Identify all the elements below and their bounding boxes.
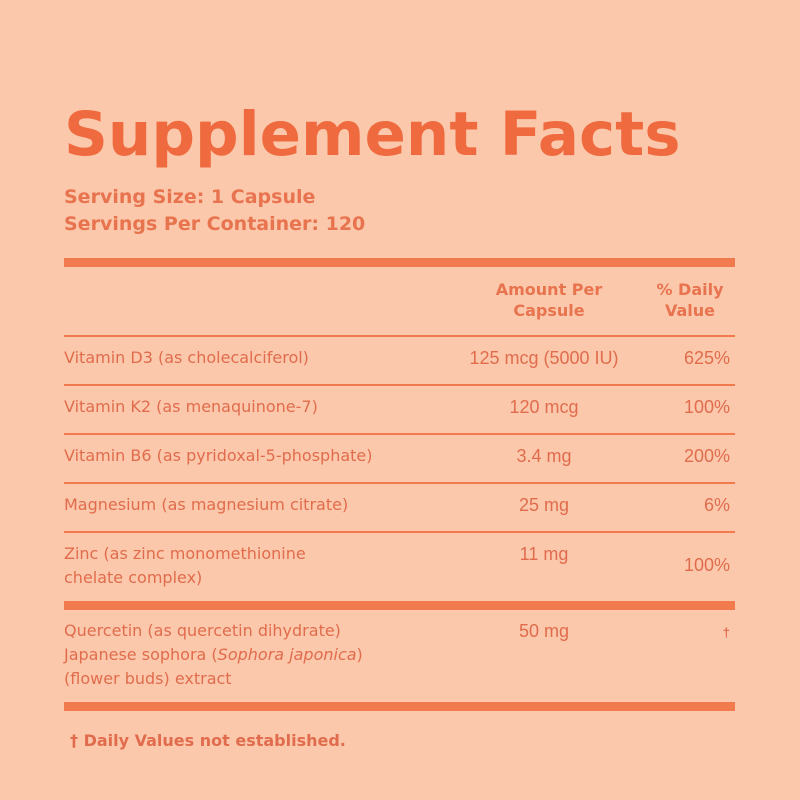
nutrient-name: Vitamin D3 (as cholecalciferol) <box>64 348 309 367</box>
ingredient-latin-name: Sophora japonica <box>217 645 357 664</box>
nutrient-daily-value: 100% <box>683 555 730 575</box>
column-header-row: Amount Per Capsule % Daily Value <box>64 267 735 335</box>
nutrient-daily-value: 200% <box>683 446 730 466</box>
divider-thick <box>64 258 735 267</box>
table-row: Quercetin (as quercetin dihydrate) Japan… <box>64 610 735 702</box>
table-row: Magnesium (as magnesium citrate) 25 mg 6… <box>64 484 735 531</box>
ingredient-name-line3: (flower buds) extract <box>64 669 232 688</box>
ingredient-name-line2-suffix: ) <box>356 645 363 664</box>
ingredient-name-line2-prefix: Japanese sophora ( <box>64 645 218 664</box>
footnote: † Daily Values not established. <box>70 731 346 750</box>
column-header-daily-value: % Daily Value <box>640 279 740 321</box>
ingredient-daily-value: † <box>722 625 730 640</box>
nutrient-amount: 25 mg <box>518 495 570 515</box>
table-row: Vitamin K2 (as menaquinone-7) 120 mcg 10… <box>64 386 735 433</box>
nutrient-amount: 11 mg <box>519 544 569 564</box>
ingredient-name-line1: Quercetin (as quercetin dihydrate) <box>64 621 341 640</box>
nutrient-daily-value: 625% <box>683 348 730 368</box>
column-header-daily-line2: Value <box>664 301 716 320</box>
page-title: Supplement Facts <box>64 99 681 170</box>
nutrient-amount: 3.4 mg <box>516 446 572 466</box>
nutrient-amount: 125 mcg (5000 IU) <box>469 348 619 368</box>
supplement-facts-panel: Supplement Facts Serving Size: 1 Capsule… <box>64 100 735 711</box>
column-header-amount-line1: Amount Per <box>495 280 603 299</box>
divider-thick <box>64 702 735 711</box>
nutrient-name-line1: Zinc (as zinc monomethionine <box>64 544 306 563</box>
ingredient-amount: 50 mg <box>518 621 570 641</box>
divider-thick <box>64 601 735 610</box>
divider-thin <box>64 531 735 533</box>
nutrient-name: Vitamin K2 (as menaquinone-7) <box>64 397 318 416</box>
divider-thin <box>64 433 735 435</box>
serving-info: Serving Size: 1 Capsule Servings Per Con… <box>64 184 735 238</box>
ingredient-name-line2: Japanese sophora (Sophora japonica) <box>64 643 464 667</box>
servings-per-container: Servings Per Container: 120 <box>64 213 366 235</box>
divider-thin <box>64 335 735 337</box>
divider-thin <box>64 384 735 386</box>
serving-size: Serving Size: 1 Capsule <box>64 186 316 208</box>
table-row: Zinc (as zinc monomethionine chelate com… <box>64 533 735 601</box>
column-header-amount-line2: Capsule <box>513 301 585 320</box>
nutrient-daily-value: 100% <box>683 397 730 417</box>
column-header-daily-line1: % Daily <box>656 280 724 299</box>
nutrient-name: Zinc (as zinc monomethionine chelate com… <box>64 542 464 590</box>
column-header-amount: Amount Per Capsule <box>464 279 634 321</box>
ingredient-name: Quercetin (as quercetin dihydrate) Japan… <box>64 619 464 691</box>
nutrient-name: Vitamin B6 (as pyridoxal-5-phosphate) <box>64 446 373 465</box>
nutrient-amount: 120 mcg <box>509 397 579 417</box>
nutrient-name: Magnesium (as magnesium citrate) <box>64 495 349 514</box>
divider-thin <box>64 482 735 484</box>
table-row: Vitamin B6 (as pyridoxal-5-phosphate) 3.… <box>64 435 735 482</box>
table-row: Vitamin D3 (as cholecalciferol) 125 mcg … <box>64 337 735 384</box>
nutrient-name-line2: chelate complex) <box>64 568 203 587</box>
nutrient-daily-value: 6% <box>703 495 730 515</box>
